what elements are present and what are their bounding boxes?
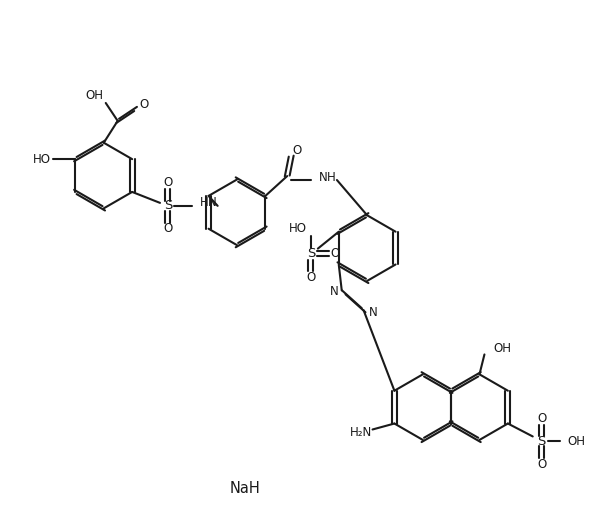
Text: S: S [307,247,315,260]
Text: H: H [200,196,208,210]
Text: O: O [330,247,339,260]
Text: N: N [330,285,339,298]
Text: O: O [292,144,301,157]
Text: HO: HO [32,153,51,166]
Text: OH: OH [568,435,585,448]
Text: O: O [163,222,173,235]
Text: NaH: NaH [230,481,260,496]
Text: HO: HO [289,222,307,235]
Text: H: H [327,171,336,184]
Text: O: O [537,412,546,425]
Text: N: N [369,306,378,319]
Text: O: O [306,271,316,284]
Text: S: S [537,435,546,448]
Text: OH: OH [86,89,104,101]
Text: S: S [164,200,172,212]
Text: N: N [319,171,328,184]
Text: OH: OH [493,342,512,355]
Text: O: O [537,458,546,471]
Text: H₂N: H₂N [349,426,372,439]
Text: N: N [208,196,217,210]
Text: O: O [163,176,173,190]
Text: O: O [140,98,149,111]
